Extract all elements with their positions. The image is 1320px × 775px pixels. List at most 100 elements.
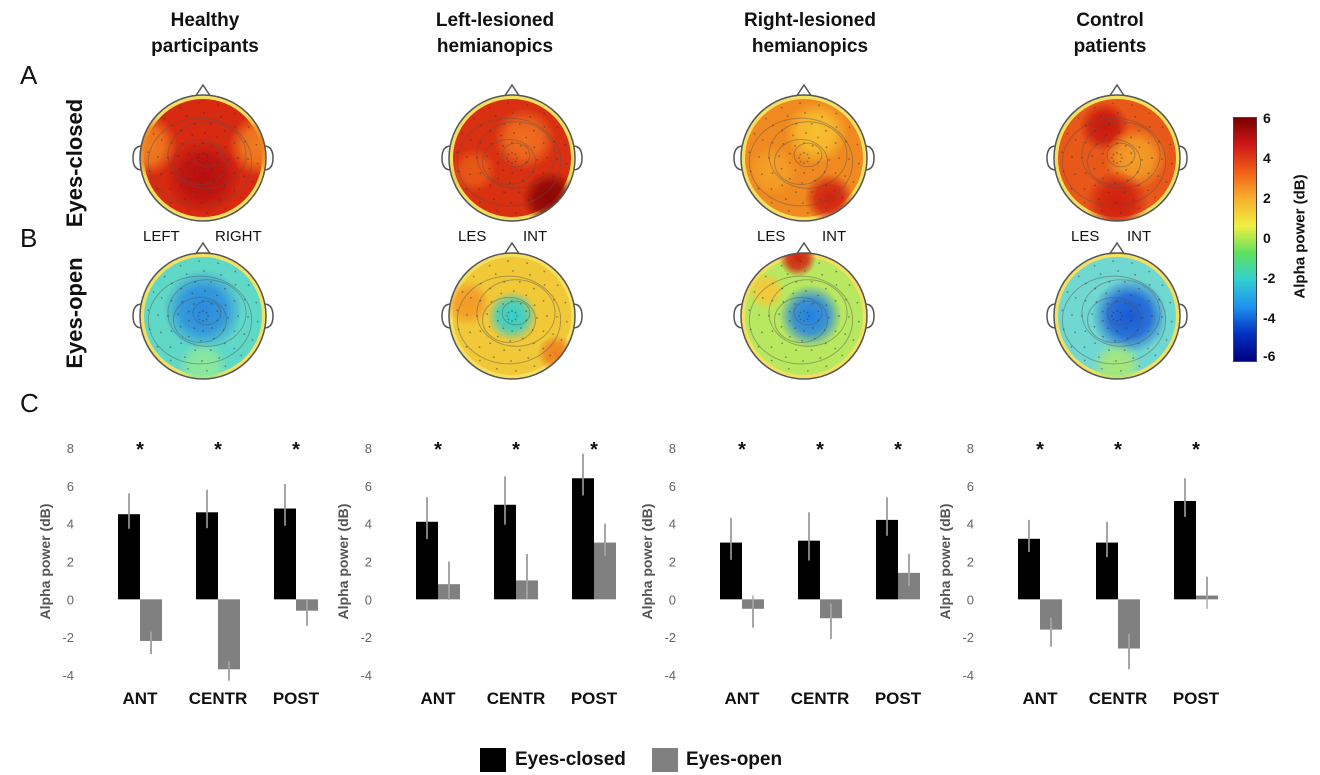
electrode-dot bbox=[466, 314, 468, 316]
electrode-dot bbox=[216, 152, 219, 155]
electrode-dot bbox=[1137, 184, 1140, 187]
electrode-dot bbox=[834, 299, 837, 302]
contour-line bbox=[1061, 275, 1167, 365]
electrode-dot bbox=[496, 161, 499, 164]
electrode-dot bbox=[223, 342, 226, 345]
electrode-dot bbox=[187, 152, 190, 155]
electrode-dot bbox=[507, 153, 510, 156]
topomap-closed-2 bbox=[441, 83, 583, 222]
electrode-dot bbox=[198, 311, 201, 314]
electrode-dot bbox=[802, 202, 804, 204]
electrode-dot bbox=[1093, 264, 1096, 267]
y-tick-label: -2 bbox=[62, 630, 74, 645]
ear-icon bbox=[263, 145, 274, 171]
electrode-dot bbox=[486, 313, 488, 315]
contour-line bbox=[1087, 139, 1141, 185]
electrode-dot bbox=[1107, 303, 1109, 305]
electrode-dot bbox=[565, 320, 568, 323]
electrode-dot bbox=[478, 359, 481, 362]
significance-marker: * bbox=[214, 439, 222, 461]
electrode-dot bbox=[490, 142, 493, 145]
electrode-dot bbox=[476, 315, 478, 317]
electrode-dot bbox=[220, 115, 223, 118]
electrode-dot bbox=[525, 136, 528, 139]
electrode-dot bbox=[212, 179, 215, 182]
electrode-dot bbox=[216, 310, 219, 313]
electrode-dot bbox=[787, 209, 790, 212]
electrode-dot bbox=[810, 122, 813, 125]
electrode-dot bbox=[1125, 327, 1127, 329]
group-title-line: participants bbox=[151, 36, 259, 57]
electrode-dot bbox=[488, 264, 491, 267]
electrode-dot bbox=[479, 330, 482, 333]
electrode-dot bbox=[1147, 347, 1150, 350]
nose-icon bbox=[194, 83, 212, 98]
electrode-dot bbox=[1116, 330, 1119, 332]
contour-line bbox=[501, 142, 531, 168]
electrode-dot bbox=[1116, 152, 1118, 154]
electrode-dot bbox=[1093, 167, 1096, 170]
electrode-dot bbox=[170, 299, 173, 302]
electrode-dot bbox=[1112, 153, 1115, 156]
electrode-dot bbox=[1112, 318, 1115, 321]
electrode-dot bbox=[500, 134, 503, 137]
contour-line bbox=[748, 275, 854, 365]
electrode-dot bbox=[1105, 134, 1108, 137]
electrode-dot bbox=[794, 145, 796, 147]
contour-line bbox=[1106, 142, 1136, 168]
electrode-dot bbox=[200, 340, 202, 342]
contour-line bbox=[173, 139, 227, 185]
electrode-dot bbox=[224, 365, 227, 368]
electrode-dot bbox=[1115, 142, 1118, 144]
electrode-dot bbox=[513, 132, 515, 134]
significance-marker: * bbox=[292, 439, 300, 461]
electrode-dot bbox=[198, 160, 201, 163]
electrode-dot bbox=[193, 169, 196, 172]
electrode-dot bbox=[186, 209, 189, 212]
electrode-dot bbox=[533, 365, 536, 368]
nose-icon bbox=[795, 241, 813, 256]
electrode-dot bbox=[201, 202, 203, 204]
group-title-line: hemianopics bbox=[751, 36, 869, 57]
topomap-blob bbox=[451, 147, 497, 194]
electrode-dot bbox=[488, 167, 491, 170]
bar-eyes-closed bbox=[494, 504, 516, 600]
electrode-dot bbox=[1165, 181, 1168, 183]
electrode-dot bbox=[778, 155, 780, 157]
electrode-dot bbox=[828, 159, 830, 161]
electrode-dot bbox=[233, 172, 236, 175]
electrode-dot bbox=[771, 172, 774, 175]
contour-line bbox=[192, 142, 222, 168]
electrode-dot bbox=[1125, 169, 1127, 171]
electrode-dot bbox=[1074, 173, 1076, 176]
electrode-dot bbox=[247, 126, 250, 129]
bar-eyes-open bbox=[218, 599, 240, 670]
electrode-dot bbox=[1094, 184, 1097, 187]
bar-eyes-closed bbox=[1096, 542, 1118, 600]
electrode-dot bbox=[495, 367, 498, 370]
bar-eyes-closed bbox=[196, 512, 218, 600]
electrode-dot bbox=[1101, 177, 1104, 180]
electrode-dot bbox=[488, 106, 491, 109]
electrode-dot bbox=[771, 124, 774, 127]
electrode-dot bbox=[507, 102, 510, 105]
electrode-dot bbox=[185, 115, 188, 117]
electrode-dot bbox=[757, 187, 760, 190]
electrode-dot bbox=[496, 152, 499, 155]
electrode-dot bbox=[543, 112, 546, 115]
significance-marker: * bbox=[894, 439, 902, 461]
electrode-dot bbox=[1170, 320, 1173, 323]
electrode-dot bbox=[233, 141, 236, 144]
electrode-dot bbox=[1148, 270, 1151, 273]
electrode-dot bbox=[542, 172, 545, 175]
electrode-dot bbox=[511, 310, 513, 312]
electrode-dot bbox=[181, 300, 184, 303]
electrode-dot bbox=[841, 196, 844, 199]
electrode-dot bbox=[492, 356, 495, 359]
bar-eyes-closed bbox=[572, 478, 594, 600]
electrode-dot bbox=[507, 160, 510, 163]
x-tick-label: POST bbox=[273, 689, 320, 708]
electrode-dot bbox=[1138, 207, 1141, 210]
electrode-dot bbox=[510, 300, 513, 302]
ear-icon bbox=[1046, 145, 1057, 171]
